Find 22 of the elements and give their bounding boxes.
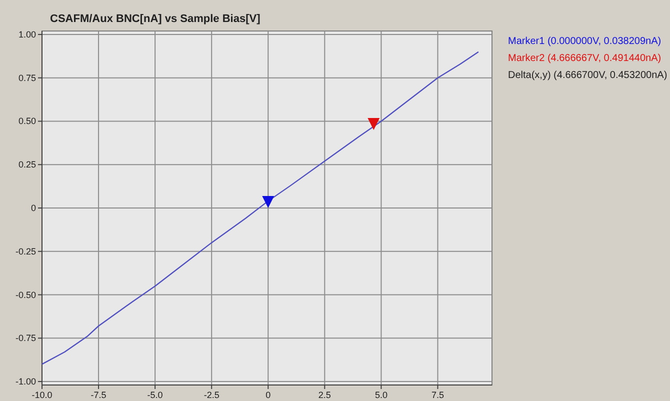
y-tick-label: 0.75 (18, 72, 36, 83)
y-tick-label: 0 (30, 203, 36, 213)
y-tick-label: -0.75 (15, 333, 36, 344)
y-tick-label: 0.25 (18, 160, 36, 170)
y-tick-label: -0.50 (15, 290, 36, 300)
x-tick-label: 0 (266, 390, 271, 400)
y-tick-label: 0.50 (18, 116, 36, 126)
x-tick-label: -2.5 (204, 390, 220, 400)
y-tick-label: -0.25 (15, 246, 36, 256)
y-tick-label: -1.00 (15, 376, 36, 387)
y-tick-label: 1.00 (18, 29, 36, 40)
x-tick-label: -5.0 (147, 390, 163, 400)
x-tick-label: -7.5 (90, 390, 106, 400)
text: Marker1 (0.000000V, 0.038209nA) (508, 36, 662, 47)
x-tick-label: 5.0 (374, 390, 388, 400)
text: Delta(x,y) (4.666700V, 0.453200nA) (508, 70, 668, 81)
line-series (41, 51, 480, 365)
x-tick-label: -10.0 (32, 390, 52, 400)
x-tick-label: 2.5 (318, 390, 331, 400)
text: Marker2 (4.666667V, 0.491440nA) (508, 53, 662, 64)
x-tick-label: 7.5 (431, 390, 444, 400)
chart-title: CSAFM/Aux BNC[nA] vs Sample Bias[V] (50, 13, 261, 25)
